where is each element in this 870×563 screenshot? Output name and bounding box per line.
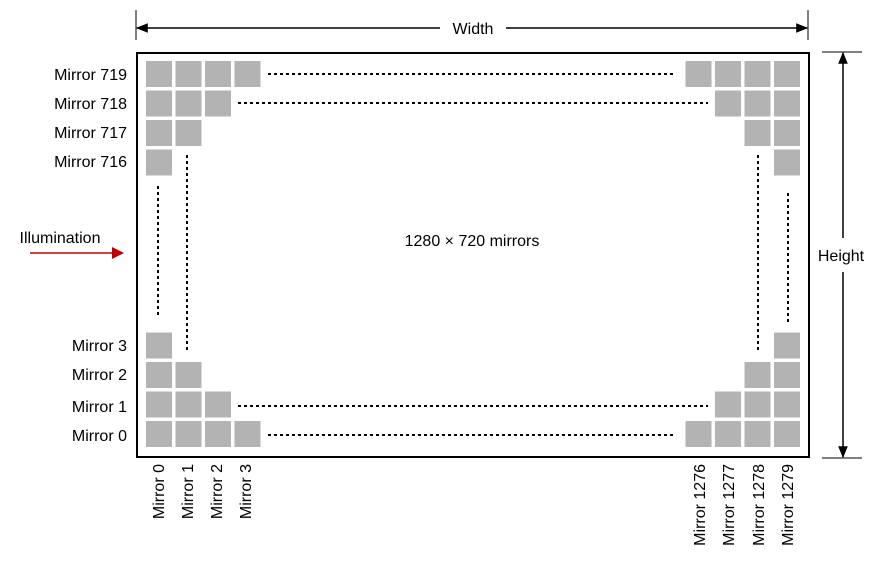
mirror-square (774, 362, 800, 388)
mirrors-bottom-left (146, 332, 261, 447)
column-label: Mirror 3 (238, 464, 255, 519)
mirrors-bottom-right (685, 332, 800, 447)
row-label: Mirror 3 (72, 338, 127, 355)
mirror-square (146, 391, 172, 418)
row-label: Mirror 0 (72, 428, 127, 445)
mirror-square (774, 61, 800, 87)
mirror-square (744, 362, 771, 388)
mirror-square (774, 90, 800, 117)
array-size-label: 1280 × 720 mirrors (405, 233, 540, 250)
column-label: Mirror 1278 (751, 464, 768, 546)
row-label: Mirror 719 (54, 67, 127, 84)
column-labels: Mirror 0 Mirror 1 Mirror 2 Mirror 3 Mirr… (151, 464, 797, 546)
mirror-square (685, 421, 712, 447)
mirror-square (205, 90, 231, 117)
mirror-square (205, 421, 231, 447)
column-label: Mirror 1277 (721, 464, 738, 546)
mirror-square (146, 421, 172, 447)
mirror-square (146, 332, 172, 359)
mirror-square (774, 332, 800, 359)
mirror-square (175, 421, 202, 447)
mirrors-top-right (685, 61, 800, 176)
mirror-square (715, 391, 741, 418)
column-label: Mirror 1279 (780, 464, 797, 546)
mirror-square (715, 421, 741, 447)
row-labels: Mirror 719 Mirror 718 Mirror 717 Mirror … (54, 67, 127, 445)
column-label: Mirror 1 (180, 464, 197, 519)
mirror-square (685, 61, 712, 87)
mirror-square (146, 90, 172, 117)
mirrors-top-left (146, 61, 261, 176)
mirror-square (774, 149, 800, 176)
row-label: Mirror 1 (72, 399, 127, 416)
mirror-square (146, 61, 172, 87)
width-label: Width (453, 21, 494, 38)
mirror-square (146, 149, 172, 176)
mirror-square (175, 61, 202, 87)
mirror-square (715, 61, 741, 87)
row-label: Mirror 718 (54, 96, 127, 113)
mirror-square (205, 61, 231, 87)
mirror-square (234, 421, 261, 447)
row-label: Mirror 716 (54, 154, 127, 171)
mirror-array-frame (136, 52, 810, 458)
mirror-square (774, 421, 800, 447)
mirror-square (744, 421, 771, 447)
mirror-square (744, 90, 771, 117)
row-label: Mirror 717 (54, 125, 127, 142)
mirror-square (744, 391, 771, 418)
mirror-square (146, 362, 172, 388)
mirror-square (744, 120, 771, 146)
mirror-square (774, 120, 800, 146)
illumination-arrowhead (112, 247, 124, 259)
mirror-square (744, 61, 771, 87)
continuation-dots (157, 73, 789, 436)
height-label: Height (818, 248, 865, 265)
mirror-square (234, 61, 261, 87)
mirror-square (175, 391, 202, 418)
column-label: Mirror 1276 (692, 464, 709, 546)
column-label: Mirror 2 (209, 464, 226, 519)
row-label: Mirror 2 (72, 367, 127, 384)
mirror-square (175, 362, 202, 388)
mirror-square (146, 120, 172, 146)
mirror-square (715, 90, 741, 117)
column-label: Mirror 0 (151, 464, 168, 519)
mirror-square (205, 391, 231, 418)
mirror-square (774, 391, 800, 418)
mirror-square (175, 90, 202, 117)
illumination-label: Illumination (20, 230, 101, 247)
mirror-square (175, 120, 202, 146)
